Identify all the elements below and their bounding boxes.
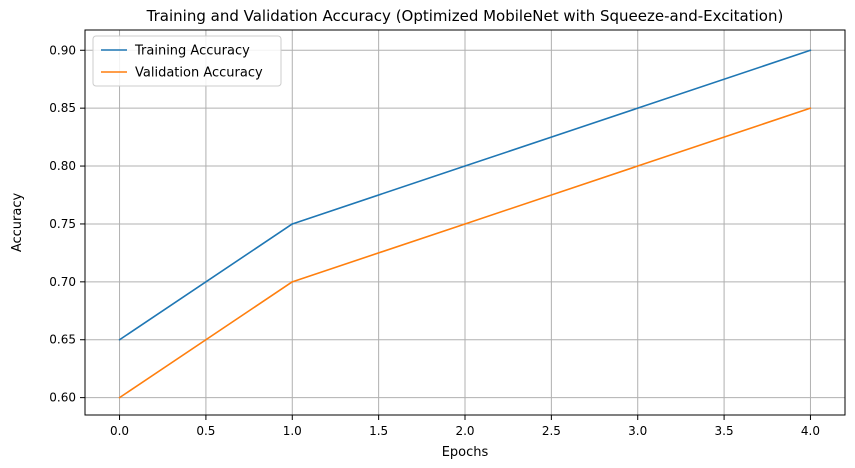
x-tick-label: 1.5: [369, 424, 388, 438]
y-tick-label: 0.60: [49, 391, 76, 405]
data-point: [809, 49, 812, 52]
legend: Training Accuracy Validation Accuracy: [92, 35, 282, 87]
y-tick-label: 0.80: [49, 159, 76, 173]
y-tick-label: 0.70: [49, 275, 76, 289]
data-point: [464, 165, 466, 167]
chart-title: Training and Validation Accuracy (Optimi…: [146, 7, 784, 25]
x-tick-label: 3.5: [715, 424, 734, 438]
x-axis-label: Epochs: [442, 445, 489, 460]
data-point: [809, 107, 812, 109]
data-point: [636, 107, 639, 109]
data-point: [291, 281, 294, 283]
grid: [85, 30, 845, 415]
series-group: [118, 49, 812, 399]
y-axis: 0.60 0.65 0.70 0.75 0.80 0.85 0.90: [49, 43, 85, 405]
y-tick-label: 0.90: [49, 43, 76, 57]
data-point: [118, 338, 121, 341]
x-tick-label: 3.0: [628, 424, 647, 438]
data-point: [291, 223, 294, 225]
y-axis-label: Accuracy: [10, 193, 25, 253]
legend-entry: Validation Accuracy: [135, 66, 263, 81]
data-point: [636, 165, 639, 167]
x-tick-label: 0.0: [110, 424, 129, 438]
y-tick-label: 0.75: [49, 217, 76, 231]
x-tick-label: 2.5: [542, 424, 561, 438]
x-tick-label: 1.0: [283, 424, 302, 438]
x-tick-label: 0.5: [196, 424, 215, 438]
legend-entry: Training Accuracy: [134, 44, 250, 59]
x-axis: 0.0 0.5 1.0 1.5 2.0 2.5 3.0 3.5 4.0: [110, 415, 820, 438]
x-tick-label: 2.0: [455, 424, 474, 438]
y-tick-label: 0.65: [49, 333, 76, 347]
x-tick-label: 4.0: [801, 424, 820, 438]
y-tick-label: 0.85: [49, 101, 76, 115]
data-point: [464, 223, 466, 225]
legend-box: [92, 35, 282, 87]
data-point: [118, 396, 121, 399]
